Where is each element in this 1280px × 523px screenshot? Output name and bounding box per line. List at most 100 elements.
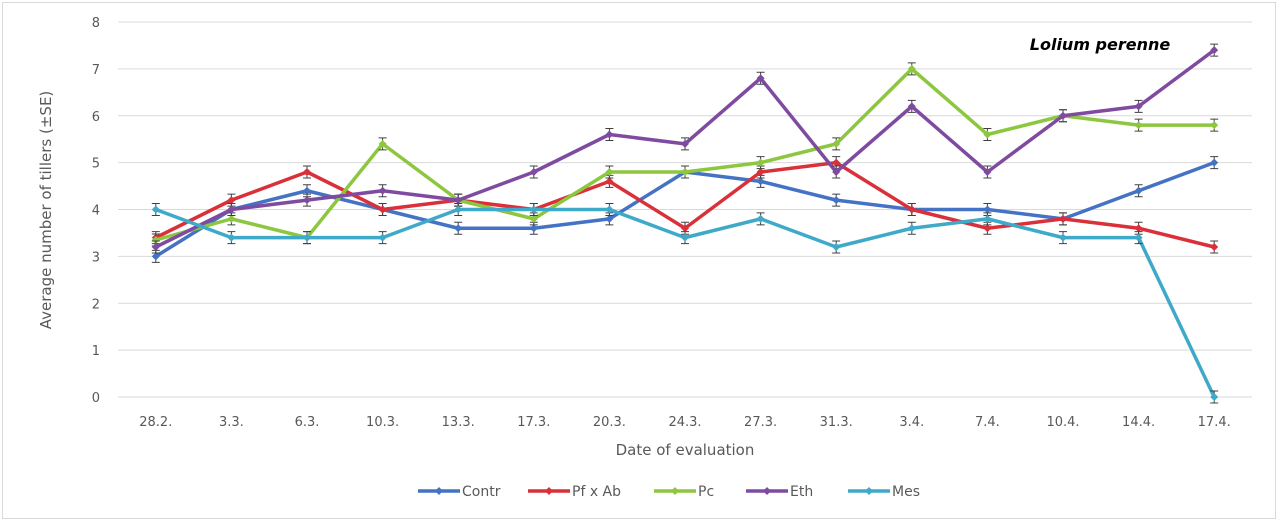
data-point-marker <box>1134 224 1143 233</box>
data-point-marker <box>378 205 387 214</box>
data-point-marker <box>983 214 992 223</box>
x-tick-label: 10.3. <box>366 415 399 430</box>
data-point-marker <box>227 214 236 223</box>
data-point-marker <box>1059 233 1067 242</box>
data-point-marker <box>756 177 765 186</box>
data-point-marker <box>1210 121 1219 130</box>
x-tick-label: 27.3. <box>744 415 777 430</box>
y-tick-label: 3 <box>92 250 100 265</box>
data-point-marker <box>151 243 160 251</box>
data-point-marker <box>832 243 841 251</box>
legend-marker <box>545 487 553 495</box>
y-tick-label: 8 <box>92 16 100 31</box>
data-point-marker <box>681 233 689 242</box>
data-point-marker <box>1059 214 1067 223</box>
data-point-marker <box>1059 111 1067 120</box>
data-point-marker <box>1210 243 1219 251</box>
data-series <box>151 43 1219 404</box>
x-tick-label: 31.3. <box>820 415 853 430</box>
data-point-marker <box>529 214 538 223</box>
data-point-marker <box>983 224 992 233</box>
legend-label: Mes <box>892 484 920 500</box>
y-tick-label: 2 <box>92 297 100 312</box>
data-point-marker <box>454 196 463 205</box>
x-tick-label: 7.4. <box>975 415 1000 430</box>
series-eth <box>151 43 1219 254</box>
gridlines <box>118 21 1252 398</box>
legend-label: Contr <box>462 484 501 500</box>
data-point-marker <box>1210 158 1219 167</box>
data-point-marker <box>378 139 387 148</box>
legend-item: Pc <box>654 484 714 500</box>
data-point-marker <box>227 196 236 205</box>
data-point-marker <box>907 102 916 111</box>
data-point-marker <box>681 224 689 233</box>
legend-marker <box>671 487 679 495</box>
data-point-marker <box>1210 393 1219 401</box>
data-point-marker <box>303 168 311 176</box>
data-point-marker <box>1134 186 1143 195</box>
data-point-marker <box>907 64 916 73</box>
y-tick-label: 1 <box>92 344 100 359</box>
data-point-marker <box>907 224 916 233</box>
data-point-marker <box>605 177 614 186</box>
data-point-marker <box>832 168 841 176</box>
data-point-marker <box>454 205 463 214</box>
x-tick-label: 3.3. <box>219 415 244 430</box>
legend-marker <box>865 487 873 495</box>
data-point-marker <box>832 158 841 167</box>
y-tick-label: 4 <box>92 204 100 219</box>
data-point-marker <box>151 235 160 244</box>
data-point-marker <box>1134 102 1143 111</box>
x-tick-label: 28.2. <box>139 415 172 430</box>
data-point-marker <box>832 196 841 205</box>
data-point-marker <box>756 214 765 223</box>
x-tick-label: 20.3. <box>593 415 626 430</box>
series-line <box>155 67 1215 242</box>
data-point-marker <box>227 205 236 214</box>
data-point-marker <box>681 168 689 176</box>
x-axis-ticks: 28.2. 3.3. 6.3. 10.3. 13.3. 17.3. 20.3. 24.3. 27… <box>139 415 1230 430</box>
x-axis-title: Date of evaluation <box>616 441 755 459</box>
x-tick-label: 24.3. <box>668 415 701 430</box>
legend-label: Eth <box>790 484 813 500</box>
x-tick-label: 3.4. <box>899 415 924 430</box>
data-point-marker <box>1134 233 1143 242</box>
data-point-marker <box>303 233 311 242</box>
y-tick-label: 7 <box>92 63 100 78</box>
data-point-marker <box>303 186 311 195</box>
data-point-marker <box>529 205 538 214</box>
legend: Contr Pf x Ab Pc Eth Mes <box>418 484 920 500</box>
species-annotation: Lolium perenne <box>1030 35 1171 54</box>
legend-label: Pf x Ab <box>572 484 621 500</box>
data-point-marker <box>605 214 614 223</box>
data-point-marker <box>378 186 387 195</box>
y-tick-label: 5 <box>92 157 100 172</box>
data-point-marker <box>529 224 538 233</box>
series-mes <box>151 203 1219 404</box>
data-point-marker <box>454 224 463 233</box>
legend-item: Contr <box>418 484 501 500</box>
y-axis-ticks: 0 1 2 3 4 5 6 7 8 <box>92 16 100 406</box>
legend-item: Eth <box>746 484 813 500</box>
data-point-marker <box>227 233 236 242</box>
data-point-marker <box>907 205 916 214</box>
data-point-marker <box>983 130 992 139</box>
data-point-marker <box>529 168 538 176</box>
data-point-marker <box>756 74 765 83</box>
data-point-marker <box>1134 121 1143 130</box>
legend-marker <box>435 487 443 495</box>
legend-item: Mes <box>848 484 920 500</box>
legend-item: Pf x Ab <box>528 484 621 500</box>
x-tick-label: 14.4. <box>1122 415 1155 430</box>
data-point-marker <box>151 252 160 261</box>
y-axis-title: Average number of tillers (±SE) <box>37 91 55 330</box>
y-tick-label: 6 <box>92 110 100 125</box>
data-point-marker <box>681 139 689 148</box>
x-tick-label: 10.4. <box>1046 415 1079 430</box>
x-tick-label: 6.3. <box>295 415 320 430</box>
data-point-marker <box>605 205 614 214</box>
legend-label: Pc <box>698 484 714 500</box>
data-point-marker <box>983 168 992 176</box>
x-tick-label: 17.3. <box>517 415 550 430</box>
